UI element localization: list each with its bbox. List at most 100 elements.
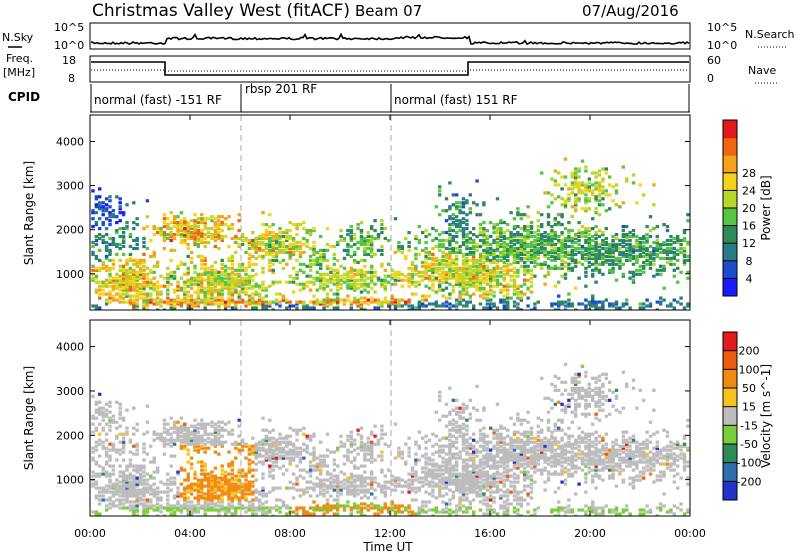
- range-cell: [366, 302, 370, 306]
- range-cell: [179, 440, 184, 444]
- range-cell: [526, 256, 530, 260]
- range-cell: [407, 300, 411, 304]
- range-cell: [353, 480, 357, 484]
- range-cell: [319, 262, 323, 266]
- range-cell: [230, 284, 235, 288]
- range-cell: [206, 506, 211, 510]
- range-cell: [142, 284, 146, 288]
- range-cell: [489, 268, 493, 272]
- range-cell: [169, 480, 173, 484]
- range-cell: [223, 480, 228, 484]
- range-cell: [274, 456, 279, 460]
- range-cell: [546, 256, 551, 260]
- range-cell: [356, 506, 360, 510]
- range-cell: [356, 478, 360, 482]
- range-cell: [172, 506, 177, 510]
- range-cell: [128, 286, 133, 290]
- range-cell: [149, 498, 153, 502]
- range-cell: [516, 233, 520, 237]
- range-cell: [179, 238, 184, 243]
- range-cell: [502, 231, 506, 235]
- range-cell: [638, 254, 642, 258]
- range-cell: [465, 292, 469, 296]
- range-cell: [553, 258, 557, 262]
- range-cell: [108, 454, 112, 458]
- range-cell: [295, 225, 299, 229]
- range-cell: [278, 442, 282, 446]
- range-cell: [373, 236, 377, 241]
- range-cell: [594, 187, 598, 191]
- range-cell: [346, 486, 350, 490]
- range-cell: [183, 227, 187, 231]
- range-cell: [104, 254, 109, 258]
- range-cell: [614, 191, 619, 195]
- range-cell: [682, 236, 687, 241]
- range-cell: [397, 270, 401, 274]
- range-cell: [234, 304, 238, 308]
- range-cell: [523, 248, 527, 252]
- range-cell: [142, 482, 146, 486]
- range-cell: [206, 446, 211, 450]
- range-cell: [492, 290, 496, 294]
- range-cell: [227, 508, 231, 512]
- range-cell: [210, 438, 214, 442]
- range-cell: [125, 227, 129, 231]
- range-cell: [193, 242, 197, 247]
- range-cell: [206, 472, 211, 476]
- range-cell: [584, 165, 588, 169]
- range-cell: [597, 300, 602, 304]
- range-cell: [621, 233, 625, 237]
- range-cell: [597, 270, 602, 274]
- range-cell: [128, 268, 133, 272]
- range-cell: [94, 448, 99, 452]
- range-cell: [125, 203, 129, 207]
- range-cell: [393, 504, 398, 508]
- range-cell: [162, 440, 167, 444]
- range-cell: [465, 266, 469, 270]
- range-cell: [482, 266, 486, 270]
- range-cell: [349, 282, 353, 286]
- range-cell: [172, 217, 177, 221]
- range-cell: [132, 500, 136, 504]
- range-cell: [264, 234, 269, 239]
- range-cell: [489, 248, 493, 252]
- range-cell: [200, 418, 204, 422]
- range-cell: [359, 478, 364, 482]
- range-cell: [397, 446, 401, 450]
- range-cell: [506, 268, 510, 272]
- range-cell: [94, 444, 99, 448]
- range-cell: [288, 442, 292, 446]
- range-cell: [108, 404, 112, 408]
- range-cell: [142, 298, 146, 302]
- range-cell: [210, 476, 214, 480]
- range-cell: [319, 482, 323, 486]
- range-cell: [138, 498, 143, 502]
- range-cell: [485, 250, 489, 254]
- range-cell: [319, 256, 323, 260]
- range-cell: [125, 426, 129, 430]
- range-cell: [152, 250, 156, 254]
- range-cell: [359, 506, 364, 510]
- range-cell: [247, 262, 252, 266]
- range-cell: [533, 260, 537, 264]
- range-cell: [529, 248, 534, 252]
- range-cell: [230, 236, 235, 241]
- range-cell: [308, 254, 313, 258]
- range-cell: [509, 240, 513, 245]
- range-cell: [336, 270, 340, 274]
- range-cell: [322, 282, 326, 286]
- range-cell: [135, 448, 139, 452]
- range-cell: [608, 258, 612, 262]
- range-cell: [495, 260, 500, 264]
- range-cell: [492, 276, 496, 280]
- range-cell: [339, 440, 343, 444]
- range-cell: [121, 450, 126, 454]
- range-cell: [628, 248, 632, 252]
- range-cell: [506, 242, 510, 247]
- range-cell: [268, 242, 272, 247]
- range-cell: [295, 246, 299, 251]
- range-cell: [166, 508, 170, 512]
- range-cell: [230, 468, 235, 472]
- range-cell: [291, 304, 296, 308]
- range-cell: [206, 274, 211, 278]
